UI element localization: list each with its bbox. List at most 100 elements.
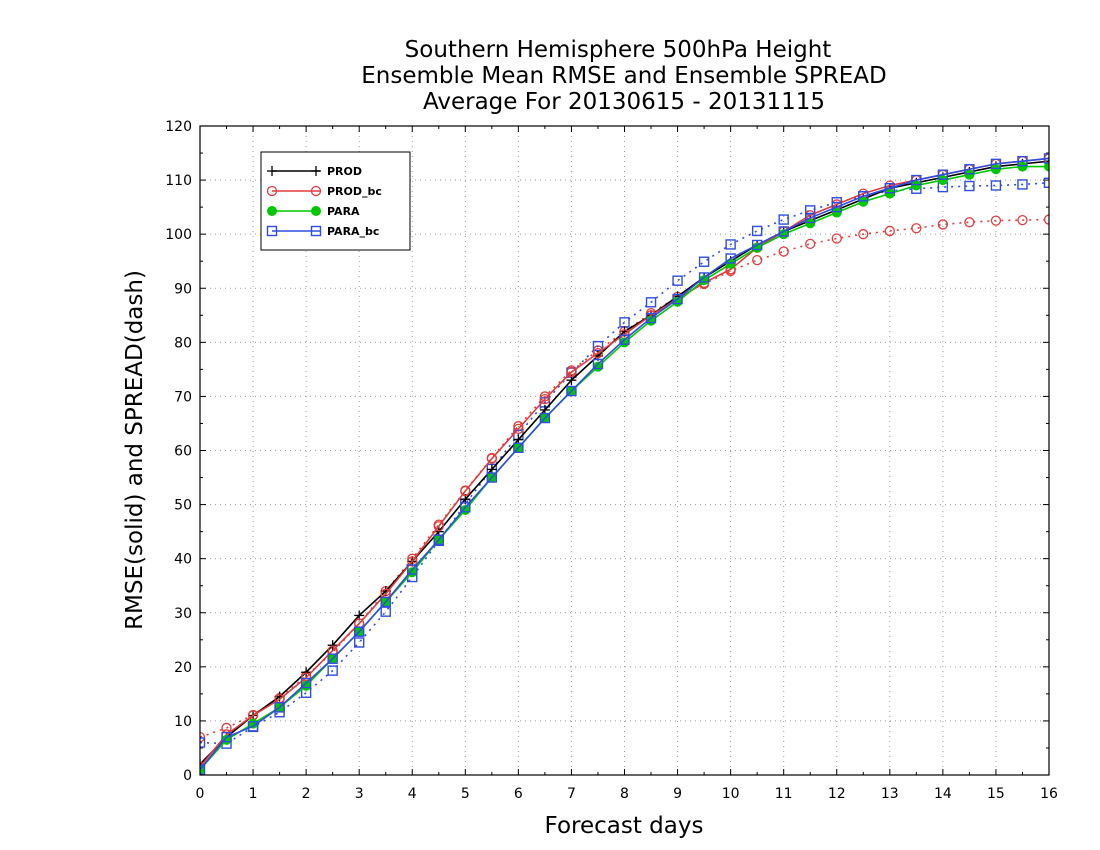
data-point-para-bc-rmse	[407, 564, 418, 575]
y-tick-label: 80	[174, 335, 192, 351]
x-tick-label: 14	[934, 786, 952, 802]
data-point-para-bc-spread	[778, 214, 789, 225]
data-point-prod-rmse	[327, 640, 338, 651]
legend-item-prod: PROD	[267, 165, 362, 178]
data-point-para-bc-rmse	[433, 534, 444, 545]
plot-frame	[199, 125, 1050, 776]
x-tick-label: 10	[722, 786, 740, 802]
data-point-para-bc-rmse	[353, 626, 365, 637]
data-point-para-rmse	[805, 218, 816, 229]
x-tick-label: 15	[987, 786, 1005, 802]
series-line-prod-bc-spread	[200, 218, 1049, 738]
series-line-para-bc-rmse	[200, 157, 1049, 771]
y-tick-label: 30	[174, 606, 192, 622]
legend-label-para: PARA	[327, 205, 360, 218]
data-point-prod-bc-spread	[964, 217, 975, 228]
legend-marker-para	[311, 206, 321, 216]
series-para-rmse	[200, 161, 1049, 775]
data-point-prod-bc-rmse	[566, 366, 577, 378]
data-point-para-rmse	[858, 196, 869, 207]
data-point-para-bc-spread	[1017, 179, 1028, 190]
legend-label-prod: PROD	[327, 165, 362, 178]
data-point-para-bc-spread	[964, 180, 975, 192]
legend-label-prod-bc: PROD_bc	[327, 185, 382, 198]
data-point-para-bc-spread	[1043, 177, 1049, 188]
data-point-para-bc-rmse	[592, 358, 604, 370]
data-point-para-bc-rmse	[380, 596, 391, 608]
y-tick-label: 100	[165, 227, 192, 243]
data-point-para-bc-rmse	[247, 721, 259, 732]
data-point-prod-bc-spread	[752, 254, 763, 266]
data-point-para-bc-spread	[619, 317, 630, 328]
data-point-para-bc-rmse	[645, 312, 657, 324]
data-point-para-bc-spread	[751, 225, 763, 237]
x-tick-label: 8	[620, 786, 629, 802]
data-point-prod-bc-rmse	[592, 347, 604, 359]
y-tick-label: 40	[174, 552, 192, 568]
data-point-para-bc-rmse	[725, 253, 736, 264]
data-point-prod-bc-spread	[831, 233, 842, 244]
data-point-para-bc-rmse	[1017, 155, 1028, 167]
x-tick-label: 11	[775, 786, 793, 802]
y-tick-label: 10	[174, 714, 192, 730]
data-point-prod-bc-spread	[200, 731, 206, 743]
data-point-prod-bc-spread	[778, 246, 789, 257]
data-point-para-bc-rmse	[566, 385, 577, 397]
x-tick-label: 7	[567, 786, 576, 802]
legend-marker-para-bc	[310, 225, 322, 237]
x-tick-label: 9	[673, 786, 682, 802]
data-point-prod-bc-spread	[884, 225, 895, 237]
data-point-para-bc-spread	[645, 297, 657, 308]
series-line-para-rmse	[200, 165, 1049, 771]
data-point-prod-bc-spread	[805, 238, 816, 250]
data-point-prod-bc-rmse	[513, 423, 524, 435]
data-point-para-bc-rmse	[539, 412, 551, 424]
legend-marker-prod	[267, 166, 277, 176]
data-point-para-bc-rmse	[858, 191, 869, 202]
y-tick-label: 20	[174, 660, 192, 676]
data-point-para-bc-rmse	[937, 169, 949, 180]
data-point-prod-bc-spread	[911, 223, 922, 234]
legend-label-para-bc: PARA_bc	[327, 225, 379, 238]
data-point-para-bc-spread	[990, 180, 1002, 191]
data-point-para-bc-spread	[725, 239, 736, 250]
data-point-para-bc-spread	[592, 340, 604, 352]
series-para-bc-rmse	[200, 153, 1049, 775]
data-point-para-bc-rmse	[990, 158, 1002, 170]
x-tick-label: 5	[461, 786, 470, 802]
data-point-prod-bc-spread	[1043, 214, 1049, 225]
data-point-para-bc-rmse	[327, 653, 338, 664]
x-tick-label: 16	[1040, 786, 1058, 802]
y-tick-label: 60	[174, 444, 192, 460]
data-point-para-bc-spread	[353, 637, 365, 648]
series-prod-bc-spread	[200, 214, 1049, 743]
data-point-para-bc-rmse	[200, 764, 206, 775]
y-tick-label: 0	[183, 768, 192, 784]
data-point-para-rmse	[1017, 161, 1028, 172]
data-point-para-bc-rmse	[964, 164, 975, 175]
series-layer	[200, 153, 1049, 775]
data-point-para-bc-rmse	[513, 442, 524, 453]
data-point-para-bc-rmse	[300, 677, 312, 689]
data-point-prod-bc-rmse	[407, 556, 418, 567]
data-point-para-bc-spread	[380, 606, 391, 617]
series-line-prod-bc-rmse	[200, 157, 1049, 768]
x-tick-label: 4	[408, 786, 417, 802]
x-tick-label: 2	[302, 786, 311, 802]
data-point-para-bc-rmse	[274, 702, 285, 713]
data-point-para-bc-spread	[672, 275, 683, 286]
data-point-para-bc-rmse	[778, 226, 789, 237]
data-point-para-rmse	[990, 164, 1001, 175]
data-point-para-bc-rmse	[1043, 153, 1049, 164]
data-point-para-bc-rmse	[698, 272, 710, 283]
data-point-para-bc-rmse	[486, 472, 498, 483]
x-tick-label: 3	[355, 786, 364, 802]
y-tick-label: 120	[165, 119, 192, 135]
data-point-prod-bc-spread	[937, 219, 949, 230]
y-tick-label: 90	[174, 281, 192, 297]
data-point-para-rmse	[831, 207, 842, 218]
legend-item-para: PARA	[267, 205, 360, 218]
x-tick-label: 12	[828, 786, 846, 802]
data-point-para-bc-rmse	[751, 239, 763, 251]
